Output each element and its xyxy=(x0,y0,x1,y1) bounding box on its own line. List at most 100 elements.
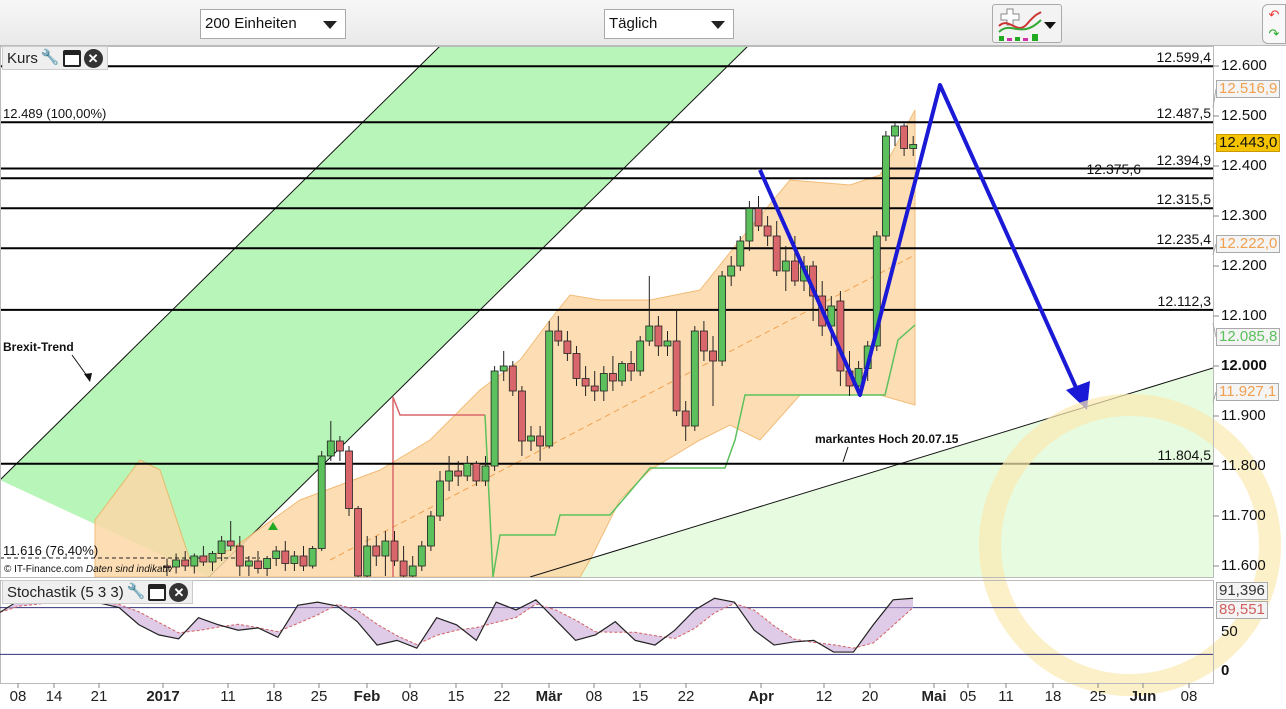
candle xyxy=(627,363,635,372)
x-tick-label: 18 xyxy=(1044,688,1062,705)
stoch-panel-title: Stochastik (5 3 3) xyxy=(7,583,124,601)
candle xyxy=(390,540,399,562)
price-marker-connector xyxy=(1212,322,1217,338)
candle xyxy=(463,463,472,477)
x-tick-label: 08 xyxy=(9,688,27,705)
level-label: 12.315,5 xyxy=(1156,191,1212,208)
stoch-frame xyxy=(0,580,1214,684)
y-tick-label: 12.600 xyxy=(1221,57,1267,74)
wrench-icon[interactable]: 🔧 xyxy=(126,583,146,600)
x-tick-label: Mär xyxy=(535,688,563,705)
x-tick-label: 22 xyxy=(677,688,695,705)
candle xyxy=(527,435,535,442)
disclaimer-text: Daten sind indikativ xyxy=(85,564,173,575)
x-tick-label: 08 xyxy=(1180,688,1198,705)
x-tick-label: Jun xyxy=(1129,688,1157,705)
arrow-up-icon: ↶ xyxy=(1268,7,1280,22)
candle xyxy=(891,125,899,137)
candle xyxy=(736,240,745,267)
candle xyxy=(499,365,508,372)
y-tick-label: 11.700 xyxy=(1221,507,1266,524)
candle xyxy=(335,440,344,452)
x-tick-label: 11 xyxy=(220,688,236,705)
window-icon[interactable] xyxy=(62,49,81,67)
candle xyxy=(836,300,845,372)
scroll-arrows-button[interactable]: ↶ ↷ xyxy=(1262,4,1286,44)
candle xyxy=(563,340,572,354)
candle xyxy=(254,560,262,569)
x-tick-label: 14 xyxy=(45,688,63,705)
candle xyxy=(581,378,590,387)
interval-dropdown[interactable]: Täglich xyxy=(604,9,734,39)
candle xyxy=(163,565,171,568)
watermark-logo xyxy=(979,394,1281,696)
x-tick-label: 15 xyxy=(447,688,465,705)
candle xyxy=(472,463,481,482)
price-marker: 12.516,9 xyxy=(1216,80,1281,98)
candle xyxy=(217,540,226,554)
candle xyxy=(235,545,244,567)
y-tick-label: 12.100 xyxy=(1221,307,1267,324)
wrench-icon[interactable]: 🔧 xyxy=(40,49,60,66)
units-value: 200 Einheiten xyxy=(205,15,297,32)
price-marker: 12.085,8 xyxy=(1216,328,1281,346)
stoch-k-line xyxy=(0,597,914,653)
candle xyxy=(536,435,544,447)
close-icon[interactable]: ✕ xyxy=(83,48,103,68)
candle xyxy=(190,555,199,567)
stoch-plot xyxy=(0,597,1213,655)
close-icon[interactable]: ✕ xyxy=(169,582,189,602)
candle xyxy=(518,390,526,442)
candle xyxy=(244,560,253,567)
interval-value: Täglich xyxy=(609,15,658,32)
candle xyxy=(909,144,918,149)
candle xyxy=(399,560,408,577)
candle xyxy=(781,260,790,272)
window-icon[interactable] xyxy=(148,583,167,601)
candle xyxy=(599,373,608,392)
candle xyxy=(754,208,763,227)
x-tick-label: 05 xyxy=(959,688,977,705)
stoch-marker: 89,551 xyxy=(1216,601,1268,619)
price-panel-header: Kurs 🔧 ✕ xyxy=(2,46,108,70)
candle xyxy=(590,385,599,392)
candle xyxy=(481,465,490,482)
x-tick-label: Apr xyxy=(748,688,774,705)
copyright-label: © IT-Finance.com Daten sind indikativ xyxy=(4,564,173,576)
price-marker: 11.927,1 xyxy=(1216,383,1280,401)
price-marker-connector xyxy=(1212,243,1217,256)
candle xyxy=(872,235,881,347)
markantes-hoch-label: markantes Hoch 20.07.15 xyxy=(815,432,959,446)
y-tick-label: 12.200 xyxy=(1221,257,1267,274)
x-tick-label: 22 xyxy=(493,688,511,705)
kijun-line xyxy=(392,396,485,577)
price-plot xyxy=(0,46,1213,577)
forecast-arrow xyxy=(758,83,1080,397)
arrow-down-icon: ↷ xyxy=(1268,26,1280,41)
price-marker: 12.222,0 xyxy=(1216,235,1281,253)
y-tick-label: 11.600 xyxy=(1221,557,1266,574)
indicators-button[interactable] xyxy=(992,4,1062,43)
x-tick-label: 12 xyxy=(815,688,833,705)
candle xyxy=(345,450,353,509)
candle xyxy=(854,368,863,387)
units-dropdown[interactable]: 200 Einheiten xyxy=(200,9,346,39)
candle xyxy=(308,548,317,567)
y-tick-label: 12.000 xyxy=(1221,357,1267,374)
candle xyxy=(199,555,208,563)
stoch-y-label: 50 xyxy=(1221,623,1238,640)
chevron-down-icon xyxy=(711,21,725,29)
candle xyxy=(545,330,554,447)
level-label: 12.487,5 xyxy=(1156,105,1212,122)
candle xyxy=(681,410,690,427)
candle xyxy=(572,353,581,379)
chevron-down-icon xyxy=(1044,22,1056,29)
chevron-down-icon xyxy=(323,21,337,29)
candle xyxy=(900,125,908,149)
price-marker-connector xyxy=(1212,142,1217,145)
copyright-text: © IT-Finance.com xyxy=(4,564,84,575)
level-label: 12.394,9 xyxy=(1156,151,1212,168)
candle xyxy=(508,365,517,392)
fib-764-label: 11.616 (76,40%) xyxy=(3,543,99,558)
